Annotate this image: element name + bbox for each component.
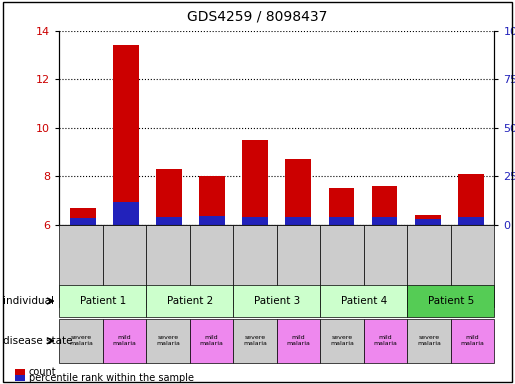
Bar — [243, 140, 268, 225]
Text: Patient 3: Patient 3 — [254, 296, 300, 306]
Text: Patient 2: Patient 2 — [167, 296, 213, 306]
Bar — [113, 202, 139, 225]
Text: severe
malaria: severe malaria — [69, 335, 93, 346]
Text: Patient 1: Patient 1 — [80, 296, 126, 306]
Text: disease state: disease state — [3, 336, 72, 346]
Text: GDS4259 / 8098437: GDS4259 / 8098437 — [187, 10, 328, 23]
Text: severe
malaria: severe malaria — [330, 335, 354, 346]
Bar — [70, 208, 96, 225]
Bar — [285, 217, 311, 225]
Bar — [415, 215, 440, 225]
Bar — [458, 217, 484, 225]
Text: severe
malaria: severe malaria — [156, 335, 180, 346]
Bar — [329, 217, 354, 225]
Text: Patient 5: Patient 5 — [428, 296, 474, 306]
Text: mild
malaria: mild malaria — [461, 335, 485, 346]
Text: mild
malaria: mild malaria — [200, 335, 224, 346]
Text: count: count — [29, 367, 57, 377]
Text: severe
malaria: severe malaria — [243, 335, 267, 346]
Bar — [70, 218, 96, 225]
Text: severe
malaria: severe malaria — [417, 335, 441, 346]
Bar — [372, 186, 398, 225]
Bar — [199, 176, 225, 225]
Bar — [156, 169, 182, 225]
Bar — [415, 219, 440, 225]
Text: mild
malaria: mild malaria — [113, 335, 136, 346]
Bar — [113, 45, 139, 225]
Text: individual: individual — [3, 296, 54, 306]
Text: mild
malaria: mild malaria — [287, 335, 311, 346]
Text: percentile rank within the sample: percentile rank within the sample — [29, 373, 194, 383]
Bar — [199, 216, 225, 225]
Bar — [156, 217, 182, 225]
Bar — [458, 174, 484, 225]
Bar — [372, 217, 398, 225]
Bar — [243, 217, 268, 225]
Bar — [285, 159, 311, 225]
Text: mild
malaria: mild malaria — [374, 335, 398, 346]
Text: Patient 4: Patient 4 — [341, 296, 387, 306]
Bar — [329, 188, 354, 225]
